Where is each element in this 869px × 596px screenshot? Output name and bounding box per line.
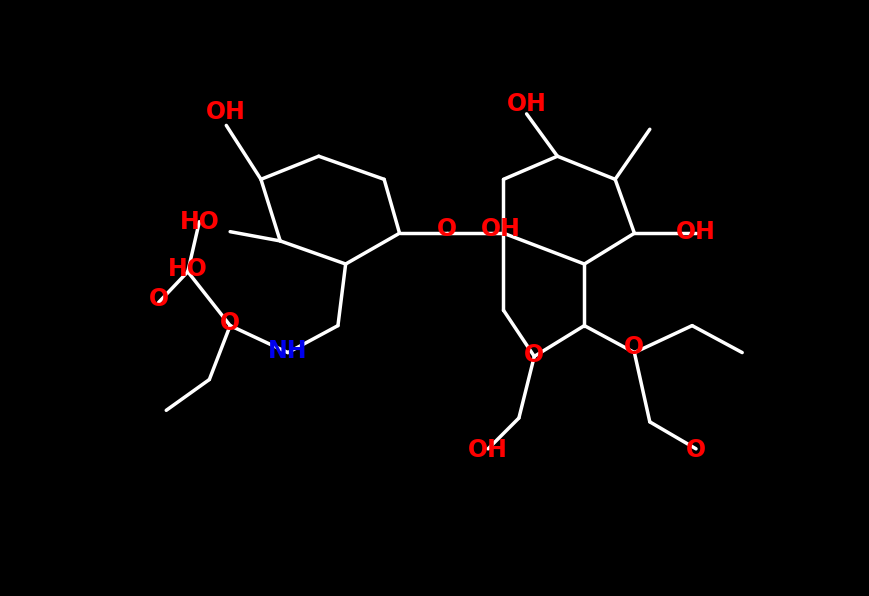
Text: OH: OH — [676, 220, 716, 244]
Text: NH: NH — [269, 339, 308, 363]
Text: O: O — [220, 311, 240, 334]
Text: OH: OH — [468, 439, 508, 462]
Text: O: O — [524, 343, 544, 367]
Text: OH: OH — [481, 218, 521, 241]
Text: O: O — [624, 335, 645, 359]
Text: O: O — [437, 218, 457, 241]
Text: HO: HO — [179, 210, 219, 234]
Text: HO: HO — [168, 257, 208, 281]
Text: OH: OH — [206, 100, 246, 123]
Text: OH: OH — [507, 92, 547, 116]
Text: O: O — [686, 439, 706, 462]
Text: O: O — [149, 287, 169, 311]
